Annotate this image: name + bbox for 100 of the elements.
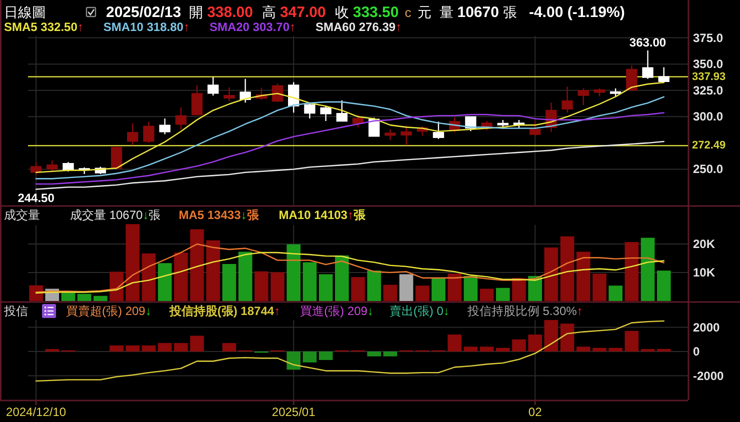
bar [496, 348, 510, 352]
line-series [35, 140, 664, 190]
annotation: 賣出(張) 0↓ [389, 304, 450, 318]
bar [640, 238, 655, 301]
annotation: c [404, 4, 412, 20]
bar [174, 252, 188, 301]
candlestick [304, 102, 316, 120]
annotation: 買進(張) 209↓ [300, 304, 374, 318]
candlestick [642, 50, 654, 80]
bar [608, 286, 622, 301]
bar [560, 236, 574, 301]
bar [110, 345, 124, 352]
bar [367, 270, 382, 301]
candlestick [127, 122, 138, 146]
annotation: 收 [334, 4, 349, 20]
bar [512, 339, 526, 352]
bar [415, 286, 430, 301]
bar [383, 352, 398, 356]
annotation: 高 [262, 4, 276, 20]
bar [142, 253, 156, 301]
bar [576, 346, 590, 352]
candlestick [143, 121, 154, 144]
bar [270, 272, 284, 301]
bar [61, 293, 76, 301]
annotation: 張 [502, 4, 517, 20]
bar [592, 348, 606, 352]
y-tick-label: -2000 [693, 368, 724, 383]
annotation: 2025/02/13 [106, 4, 182, 20]
candlestick [432, 121, 444, 140]
bar [302, 262, 317, 301]
bar [286, 244, 301, 301]
bar [448, 334, 462, 352]
candlestick [30, 162, 42, 176]
bar [399, 274, 414, 301]
annotation: 244.50 [18, 191, 55, 205]
bar [480, 288, 494, 301]
bar [206, 240, 220, 301]
bar [608, 348, 622, 352]
candlestick [159, 118, 170, 135]
bar [367, 352, 382, 356]
annotation: 買賣超(張) 209↓ [66, 304, 152, 318]
line-series [35, 252, 664, 294]
bar [528, 276, 542, 301]
bar [528, 334, 542, 352]
annotation: 333.50 [352, 4, 399, 20]
y-tick-label: 300.0 [693, 110, 724, 124]
bar [158, 343, 172, 352]
bar [254, 271, 268, 301]
bar [110, 272, 124, 301]
text: SMA10 318.80↑ [103, 20, 190, 34]
annotation: 363.00 [629, 35, 666, 50]
candlestick [626, 64, 638, 92]
x-tick-label: 2025/01 [272, 405, 316, 419]
candlestick [175, 106, 187, 130]
bar [656, 270, 671, 301]
bar [351, 277, 365, 301]
bar [318, 274, 333, 301]
candlestick [562, 86, 573, 114]
annotation: 量 [439, 4, 454, 20]
chart-title: 日線圖 [4, 4, 46, 20]
bar [432, 278, 446, 301]
candlestick [497, 119, 508, 130]
annotation: 元 [417, 4, 432, 20]
annotation: 10670 [457, 4, 499, 20]
bar [383, 284, 398, 301]
y-tick-label: 0 [693, 344, 700, 358]
candlestick [62, 161, 74, 172]
bar [29, 285, 43, 301]
bar [464, 346, 478, 352]
text: MA10 14103↑張 [278, 208, 366, 222]
bar [77, 294, 92, 301]
text: SMA5 332.50↑ [4, 20, 84, 34]
text: SMA60 276.39↑ [316, 20, 402, 34]
bar [286, 352, 301, 370]
candlestick [610, 88, 622, 97]
candlestick [658, 66, 670, 84]
text: 投信持股(張) 18744↑ [168, 304, 280, 318]
bar [624, 242, 639, 301]
candlestick [594, 88, 606, 97]
x-tick-label: 02 [528, 405, 542, 419]
annotation: 開 [189, 4, 204, 20]
candlestick [400, 124, 412, 146]
y-tick-label: 10K [693, 266, 716, 280]
candlestick [224, 86, 235, 102]
candlestick [320, 105, 332, 122]
bar [334, 255, 349, 301]
bar [142, 345, 156, 352]
bar [544, 320, 558, 352]
y-tick-label: 2000 [693, 320, 720, 334]
bar [448, 274, 462, 301]
bar [222, 264, 236, 301]
bar [560, 324, 574, 352]
bar [624, 330, 639, 352]
annotation: 成交量 10670↓張 [70, 208, 161, 222]
bar [190, 229, 204, 301]
chart-title: 成交量 [4, 208, 40, 222]
bar [512, 278, 526, 301]
y-tick-label: 325.0 [693, 83, 724, 98]
line-series [35, 82, 664, 174]
x-tick-label: 2024/12/10 [6, 405, 66, 419]
